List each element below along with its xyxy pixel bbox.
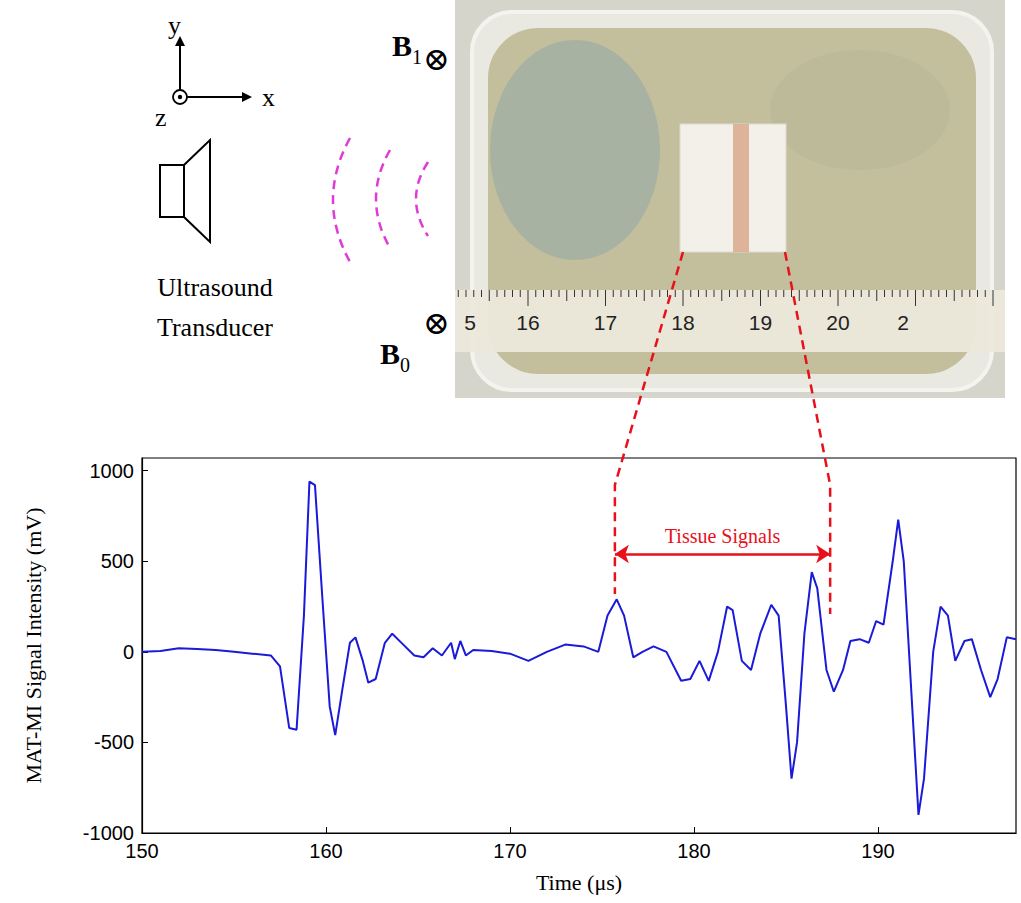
svg-text:Time (μs): Time (μs): [536, 870, 622, 895]
svg-text:Ultrasound: Ultrasound: [157, 273, 273, 302]
svg-text:190: 190: [861, 840, 894, 862]
svg-text:1000: 1000: [90, 460, 135, 482]
svg-text:Transducer: Transducer: [157, 313, 273, 342]
svg-text:180: 180: [677, 840, 710, 862]
svg-text:5: 5: [464, 311, 476, 334]
svg-text:z: z: [155, 103, 167, 132]
svg-text:160: 160: [309, 840, 342, 862]
svg-text:18: 18: [671, 311, 694, 334]
svg-text:2: 2: [897, 311, 909, 334]
svg-text:16: 16: [516, 311, 539, 334]
svg-text:y: y: [168, 11, 181, 40]
svg-text:150: 150: [125, 840, 158, 862]
svg-text:MAT-MI Signal Intensity (mV): MAT-MI Signal Intensity (mV): [21, 507, 46, 783]
svg-text:170: 170: [493, 840, 526, 862]
svg-text:B1: B1: [392, 29, 422, 68]
svg-text:-500: -500: [94, 731, 134, 753]
svg-text:B0: B0: [380, 337, 410, 376]
svg-text:x: x: [262, 83, 275, 112]
svg-text:20: 20: [826, 311, 849, 334]
svg-text:Tissue Signals: Tissue Signals: [665, 525, 781, 548]
svg-text:-1000: -1000: [82, 822, 134, 844]
svg-text:0: 0: [123, 641, 134, 663]
svg-text:⊗: ⊗: [423, 41, 450, 77]
svg-text:500: 500: [101, 550, 134, 572]
svg-text:⊗: ⊗: [423, 305, 450, 341]
svg-text:17: 17: [594, 311, 617, 334]
svg-text:19: 19: [749, 311, 772, 334]
